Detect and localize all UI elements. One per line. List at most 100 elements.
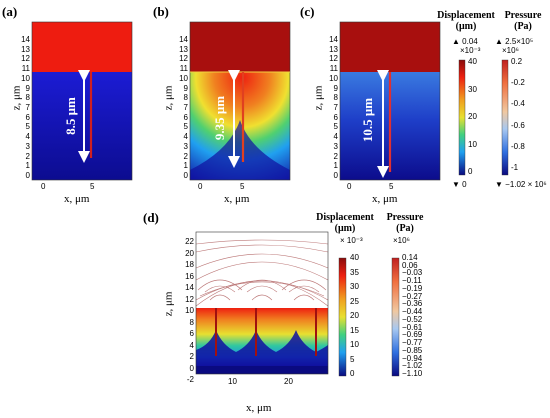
panel-d-pressure-contours [195,239,329,307]
colorbar-tick-label: 0.2 [511,57,523,66]
top-pressure-scale: ×10⁶ [502,46,519,55]
tick-label: 8 [25,93,30,103]
top-pressure-title-2: (Pa) [514,21,532,32]
tick-label: 1 [25,161,30,171]
x-tick-label: 5 [240,182,245,191]
tick-label: 3 [183,141,188,151]
tick-label: 2 [189,352,194,361]
top-pressure-max: ▲ 2.5×10⁵ [495,37,534,46]
bottom-pressure-colorbar [391,257,400,377]
tick-label: 5 [183,122,188,132]
colorbar-tick-label: -1 [511,163,519,172]
panel-d-xlabel: x, μm [246,402,272,414]
colorbar-tick-label: −1.02 [402,361,423,371]
top-displacement-title-1: Displacement [437,10,495,21]
tick-label: 1 [333,161,338,171]
x-tick-label: 5 [389,182,394,191]
tick-label: 6 [25,112,30,122]
colorbar-tick-label: −0.03 [402,268,423,278]
tick-label: 14 [21,35,30,44]
colorbar-tick-label: 15 [350,325,359,335]
colorbar-tick-label: -0.2 [511,78,525,88]
tick-label: 10 [185,306,194,315]
bottom-pressure-title-2: (Pa) [396,223,414,234]
tick-label: 16 [185,271,194,281]
colorbar-tick-label: -0.4 [511,99,525,109]
tick-label: 6 [189,329,194,338]
tick-label: 12 [179,54,188,64]
bottom-displacement-colorbar [338,257,347,377]
tick-label: 13 [329,44,338,54]
panel-a-annotation: 8.5 μm [62,97,78,135]
bottom-displacement-title-2: (μm) [334,223,356,234]
colorbar-tick-label: 30 [468,84,477,94]
x-tick-label: 0 [347,182,352,191]
panel-d-label: (d) [143,210,159,225]
colorbar-tick-label: −0.85 [402,345,423,355]
tick-label: 12 [185,294,194,304]
panel-b-ylabel: z, μm [162,85,175,111]
top-displacement-min: ▼ 0 [452,180,467,189]
panel-b-xlabel: x, μm [224,193,250,205]
colorbar-tick-label: −0.27 [402,291,423,301]
panel-b-label: (b) [153,4,169,19]
colorbar-tick-label: 0 [350,369,355,378]
tick-label: 14 [329,35,338,44]
panel-c-plot [339,21,441,181]
panel-c-label: (c) [300,4,315,19]
colorbar-tick-label: −0.44 [402,307,423,317]
top-pressure-title: Pressure (Pa) [497,10,549,32]
tick-label: 0 [189,363,194,373]
x-tick-label: 20 [284,377,293,386]
bottom-pressure-title-1: Pressure [386,212,424,223]
tick-label: 0 [333,171,338,180]
panel-c-xlabel: x, μm [372,193,398,205]
colorbar-tick-label: 0.06 [402,260,418,270]
tick-label: 4 [183,132,188,142]
colorbar-tick-label: −0.69 [402,330,423,340]
tick-label: 2 [333,151,338,161]
tick-label: 2 [25,151,30,161]
tick-label: 7 [25,103,30,112]
tick-label: 11 [179,64,188,74]
bottom-displacement-scale: × 10⁻³ [340,236,363,245]
colorbar-tick-label: 40 [468,57,477,66]
tick-label: 12 [329,54,338,64]
tick-label: 10 [21,73,30,83]
colorbar-tick-label: −0.11 [402,276,422,286]
tick-label: 22 [185,237,194,246]
bottom-pressure-title: Pressure (Pa) [380,212,430,234]
colorbar-tick-label: 35 [350,267,359,277]
tick-label: 7 [333,103,338,112]
panel-a-label: (a) [2,4,18,19]
colorbar-tick-label: 25 [350,296,359,306]
colorbar-tick-label: −1.10 [402,369,423,378]
panel-a-ylabel: z, μm [10,85,23,111]
x-tick-label: 10 [228,377,237,386]
tick-label: 8 [333,93,338,103]
tick-label: 0 [25,171,30,180]
tick-label: 11 [21,64,30,74]
tick-label: 3 [25,141,30,151]
colorbar-tick-label: 40 [350,253,359,262]
tick-label: 20 [185,248,194,258]
tick-label: 4 [333,132,338,142]
tick-label: 2 [183,151,188,161]
colorbar-tick-label: −0.36 [402,299,423,309]
colorbar-tick-label: −0.52 [402,314,423,324]
tick-label: 8 [183,93,188,103]
tick-label: 4 [25,132,30,142]
x-tick-label: 0 [198,182,203,191]
colorbar-tick-label: -0.6 [511,120,525,130]
tick-label: 9 [183,83,188,93]
tick-label: 14 [185,283,194,292]
colorbar-tick-label: 10 [468,139,477,149]
tick-label: 5 [25,122,30,132]
bottom-pressure-scale: ×10⁶ [393,236,410,245]
tick-label: 9 [25,83,30,93]
colorbar-tick-label: 10 [350,340,359,349]
top-pressure-title-1: Pressure [504,10,542,21]
top-displacement-max: ▲ 0.04 [452,37,478,46]
tick-label: 11 [329,64,338,74]
